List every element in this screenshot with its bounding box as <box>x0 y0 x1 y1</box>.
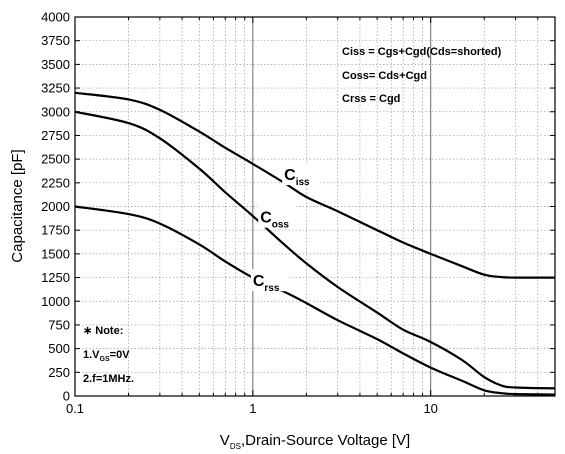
y-tick-label: 3500 <box>41 57 70 72</box>
series-line-oss <box>74 110 556 390</box>
note-line-1-rest: =0V <box>110 349 131 361</box>
curve-label-main: C <box>253 273 265 290</box>
y-tick-label: 3000 <box>41 104 70 119</box>
x-tick-label: 1 <box>249 401 256 416</box>
y-tick-label: 1750 <box>41 223 70 238</box>
y-tick-label: 0 <box>63 389 70 404</box>
y-tick-label: 250 <box>48 365 70 380</box>
curve-label-rss: Crss <box>253 273 280 294</box>
curve-label-iss: Ciss <box>284 167 310 188</box>
ticks: 0 250 500 750 1000 1250 1500 1750 2000 2250 2500 27… <box>41 10 556 416</box>
y-tick-label: 750 <box>48 317 70 332</box>
curve-label-main: C <box>284 167 296 184</box>
y-tick-label: 2000 <box>41 199 70 214</box>
x-tick-label: 0.1 <box>66 401 84 416</box>
y-tick-label: 2500 <box>41 152 70 167</box>
curve-label-bg-iss <box>282 163 321 186</box>
y-tick-label: 2250 <box>41 175 70 190</box>
y-tick-label: 3750 <box>41 33 70 48</box>
curve-label-bg-oss <box>258 205 297 228</box>
legend: Ciss = Cgs+Cgd(Cds=shorted) Coss= Cds+Cg… <box>342 46 502 105</box>
y-tick-label: 3250 <box>41 81 70 96</box>
curve-label-sub: rss <box>264 283 279 294</box>
curve-label-sub: iss <box>296 177 310 188</box>
note-line-1-sub: GS <box>100 356 110 363</box>
legend-entry-coss: Coss= Cds+Cgd <box>342 70 427 82</box>
legend-entry-ciss: Ciss = Cgs+Cgd(Cds=shorted) <box>342 46 502 58</box>
y-tick-label: 1250 <box>41 270 70 285</box>
x-axis-title-rest: ,Drain-Source Voltage [V] <box>241 432 410 449</box>
series-line-iss <box>74 91 555 279</box>
y-tick-label: 2750 <box>41 128 70 143</box>
y-tick-label: 500 <box>48 341 70 356</box>
x-axis-title: VDS,Drain-Source Voltage [V] <box>220 432 410 451</box>
y-tick-label: 1500 <box>41 246 70 261</box>
note-title: ∗ Note: <box>83 325 123 337</box>
note-line-1-main: 1.V <box>83 349 100 361</box>
x-tick-label: 10 <box>423 401 437 416</box>
curve-label-bg-rss <box>250 269 289 292</box>
note-line-2: 2.f=1MHz. <box>83 373 134 385</box>
curve-label-sub: oss <box>272 220 290 231</box>
note: ∗ Note: 1.VGS=0V 2.f=1MHz. <box>83 325 134 385</box>
plot-frame <box>74 16 556 397</box>
curves <box>74 91 556 396</box>
note-line-1: 1.VGS=0V <box>83 349 130 363</box>
x-axis-title-sub: DS <box>230 442 241 451</box>
legend-entry-crss: Crss = Cgd <box>342 93 400 105</box>
grid <box>74 16 556 397</box>
y-tick-label: 4000 <box>41 10 70 25</box>
x-axis-title-main: V <box>220 432 230 449</box>
y-axis-title: Capacitance [pF] <box>9 149 26 262</box>
y-tick-label: 1000 <box>41 294 70 309</box>
series-line-rss <box>74 205 556 396</box>
curve-label-main: C <box>260 210 272 227</box>
curve-label-oss: Coss <box>260 210 289 231</box>
